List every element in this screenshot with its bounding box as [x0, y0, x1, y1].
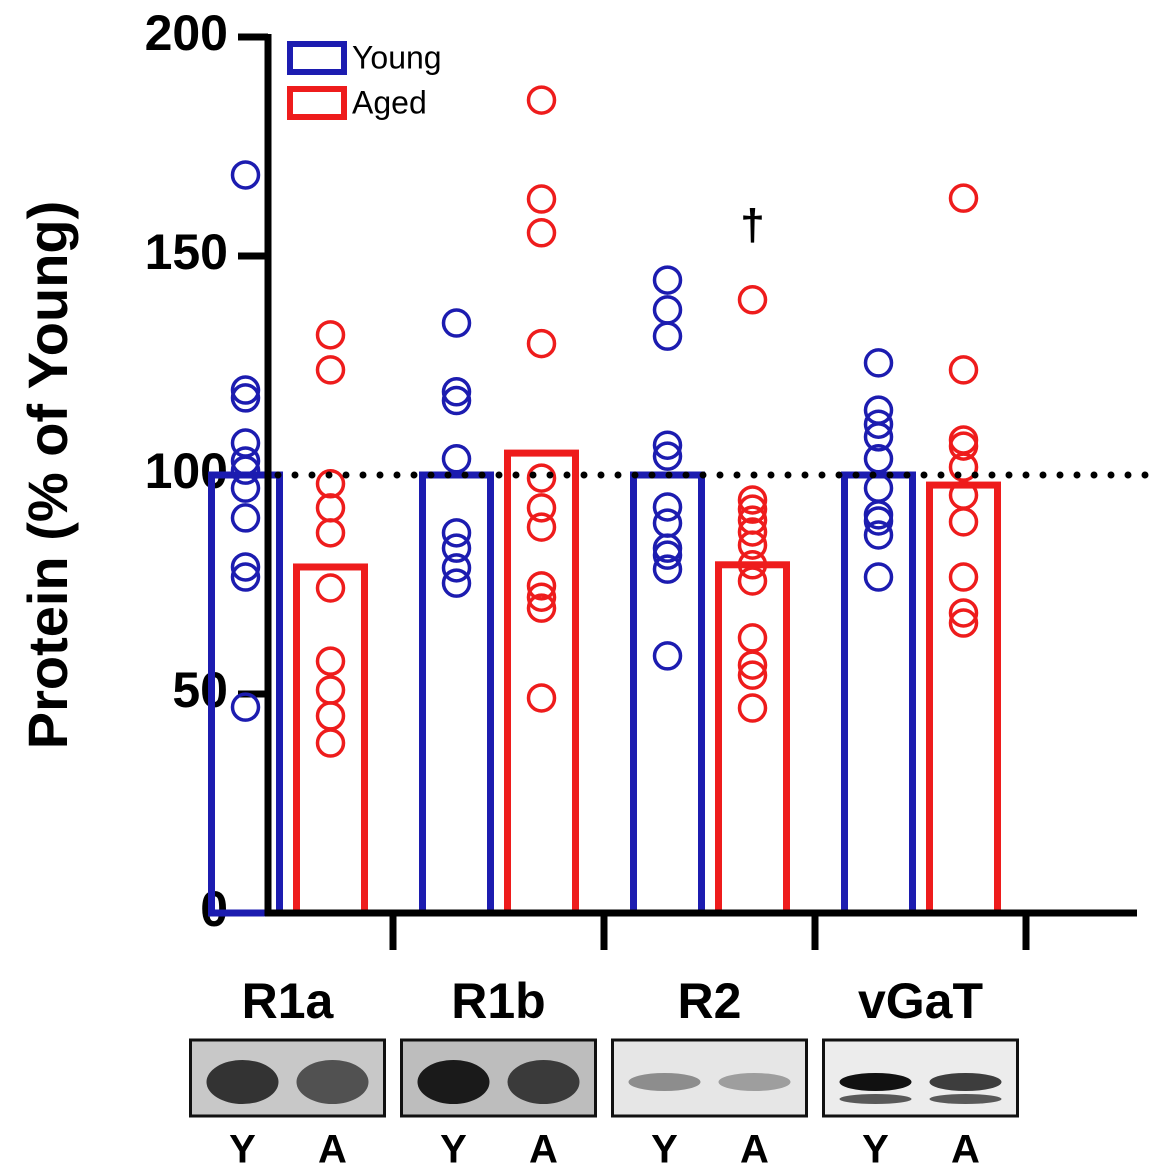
- data-point: [951, 564, 977, 590]
- chart: Protein (% of Young) 050100150200†R1aYAR…: [0, 0, 1155, 1172]
- blot-band: [719, 1073, 791, 1091]
- data-point: [529, 331, 555, 357]
- data-point: [740, 695, 766, 721]
- x-tick-label: R1b: [451, 973, 545, 1029]
- data-point: [444, 555, 470, 581]
- data-point: [233, 162, 259, 188]
- data-point: [529, 685, 555, 711]
- data-point: [318, 495, 344, 521]
- data-point: [318, 648, 344, 674]
- data-point: [444, 570, 470, 596]
- x-tick-label: R1a: [242, 973, 335, 1029]
- legend-swatch: [290, 44, 344, 72]
- y-tick-label: 150: [145, 224, 228, 280]
- bar: [297, 567, 365, 913]
- x-tick-label: R2: [678, 973, 742, 1029]
- data-point: [740, 625, 766, 651]
- data-point: [951, 185, 977, 211]
- data-point: [951, 427, 977, 453]
- blot-band: [930, 1094, 1002, 1104]
- blot-band: [207, 1060, 279, 1104]
- data-point: [444, 520, 470, 546]
- data-point: [318, 575, 344, 601]
- data-point: [318, 520, 344, 546]
- blot-band: [629, 1073, 701, 1091]
- data-point: [233, 475, 259, 501]
- data-point: [655, 323, 681, 349]
- data-point: [318, 322, 344, 348]
- lane-label: A: [318, 1128, 347, 1172]
- data-point: [318, 730, 344, 756]
- lane-label: Y: [862, 1128, 889, 1172]
- data-point: [951, 357, 977, 383]
- bar: [845, 475, 913, 913]
- blot-band: [840, 1094, 912, 1104]
- lane-label: Y: [440, 1128, 467, 1172]
- blot-band: [297, 1060, 369, 1104]
- data-point: [529, 220, 555, 246]
- blot-band: [418, 1060, 490, 1104]
- lane-label: A: [529, 1128, 558, 1172]
- data-point: [444, 446, 470, 472]
- data-point: [318, 357, 344, 383]
- data-point: [655, 267, 681, 293]
- lane-label: Y: [651, 1128, 678, 1172]
- bar: [719, 565, 787, 913]
- data-point: [866, 350, 892, 376]
- y-tick-label: 50: [172, 662, 228, 718]
- lane-label: Y: [229, 1128, 256, 1172]
- x-tick-label: vGaT: [858, 973, 983, 1029]
- blot-band: [840, 1073, 912, 1091]
- legend-swatch: [290, 89, 344, 117]
- legend-label: Aged: [352, 84, 427, 120]
- data-point: [655, 643, 681, 669]
- bar: [930, 485, 998, 913]
- data-point: [866, 564, 892, 590]
- data-point: [866, 475, 892, 501]
- data-point: [318, 703, 344, 729]
- y-axis-label: Protein (% of Young): [16, 201, 79, 750]
- data-point: [740, 287, 766, 313]
- data-point: [529, 514, 555, 540]
- data-point: [529, 87, 555, 113]
- blot-band: [930, 1073, 1002, 1091]
- bar: [423, 475, 491, 913]
- lane-label: A: [740, 1128, 769, 1172]
- data-point: [655, 297, 681, 323]
- data-point: [233, 505, 259, 531]
- lane-label: A: [951, 1128, 980, 1172]
- data-point: [318, 677, 344, 703]
- data-point: [529, 186, 555, 212]
- data-point: [655, 510, 681, 536]
- legend-label: Young: [352, 39, 442, 75]
- data-point: [951, 509, 977, 535]
- y-tick-label: 200: [145, 5, 228, 61]
- data-point: [444, 310, 470, 336]
- blot-band: [508, 1060, 580, 1104]
- y-tick-label: 100: [145, 443, 228, 499]
- data-point: [740, 568, 766, 594]
- annotation: †: [740, 200, 764, 249]
- data-point: [233, 694, 259, 720]
